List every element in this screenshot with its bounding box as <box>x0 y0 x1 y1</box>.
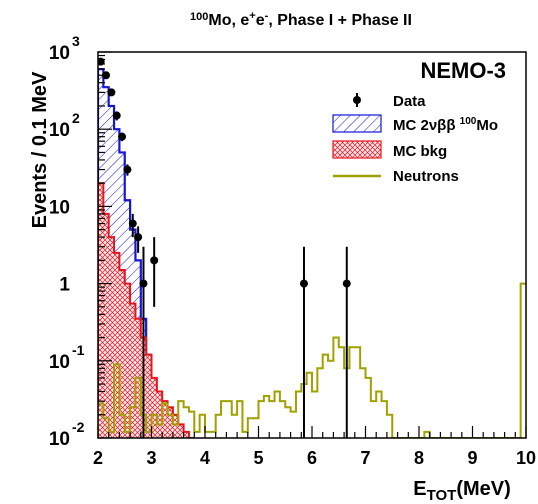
legend-mc2nu-swatch <box>332 114 382 133</box>
x-tick-label-6: 6 <box>307 448 317 468</box>
x-tick-label-4: 4 <box>200 448 210 468</box>
legend-label-mc2nu: MC 2νββ 100Mo <box>393 116 498 134</box>
legend-item-bkg: MC bkg <box>332 140 447 160</box>
x-tick-label-8: 8 <box>414 448 424 468</box>
y-tick-label-1000: 10 <box>49 43 70 64</box>
y-tick-label-0.01: 10 <box>49 429 70 450</box>
mc2nu-outline <box>98 68 152 438</box>
experiment-label: NEMO-3 <box>420 58 506 83</box>
x-tick-label-2: 2 <box>93 448 103 468</box>
y-tick-label-1: 1 <box>59 275 70 296</box>
y-tick-exponent-0.1: -1 <box>72 342 85 358</box>
data-point-7 <box>134 233 143 242</box>
y-tick-exponent-100: 2 <box>72 110 80 126</box>
legend-data-marker <box>353 96 361 104</box>
legend-item-mc2nu: MC 2νββ 100Mo <box>332 114 498 134</box>
data-point-4 <box>118 132 127 141</box>
bkg-fill <box>98 183 195 438</box>
data-point-9 <box>150 256 159 265</box>
legend-bkg-swatch <box>332 140 382 159</box>
data-point-2 <box>107 88 116 97</box>
y-tick-exponent-1000: 3 <box>72 33 80 49</box>
chart-title: 100Mo, e+e-, Phase I + Phase II <box>190 10 412 29</box>
x-tick-label-10: 10 <box>516 448 536 468</box>
x-tick-label-3: 3 <box>146 448 156 468</box>
data-point-11 <box>342 279 351 288</box>
legend-item-data: Data <box>353 93 426 110</box>
y-tick-label-0.1: 10 <box>49 352 70 373</box>
y-tick-label-100: 10 <box>49 120 70 141</box>
legend-label-neutrons: Neutrons <box>393 168 459 185</box>
data-point-6 <box>128 219 137 228</box>
legend-label-data: Data <box>393 93 426 110</box>
legend: Data MC 2νββ 100Mo MC bkg Neutrons <box>332 93 498 185</box>
data-point-10 <box>299 279 308 288</box>
x-axis-label: ETOT(MeV) <box>413 478 511 504</box>
x-tick-label-5: 5 <box>253 448 263 468</box>
data-point-1 <box>102 71 111 80</box>
y-tick-label-10: 10 <box>49 197 70 218</box>
legend-item-neutrons: Neutrons <box>333 168 459 185</box>
data-point-5 <box>123 165 132 174</box>
data-point-3 <box>112 111 121 120</box>
data-point-8 <box>139 279 148 288</box>
legend-label-bkg: MC bkg <box>393 143 447 160</box>
plot-area <box>98 57 526 438</box>
x-tick-label-7: 7 <box>360 448 370 468</box>
y-axis-label: Events / 0.1 MeV <box>29 71 51 228</box>
neutrons-line <box>98 282 526 438</box>
x-tick-label-9: 9 <box>467 448 477 468</box>
y-tick-exponent-0.01: -2 <box>72 419 85 435</box>
